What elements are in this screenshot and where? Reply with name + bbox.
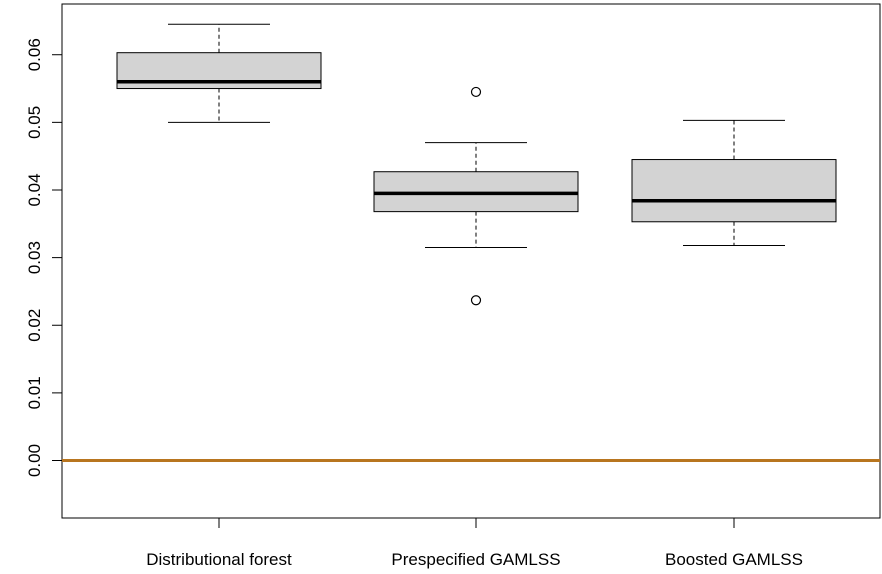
x-axis: Distributional forest Prespecified GAMLSS… — [146, 518, 803, 569]
x-category-label: Boosted GAMLSS — [665, 550, 803, 569]
box-1 — [116, 23, 322, 123]
x-category-label: Prespecified GAMLSS — [391, 550, 560, 569]
outlier-point — [470, 295, 482, 306]
iqr-box — [631, 159, 837, 223]
y-tick-label: 0.06 — [25, 38, 44, 71]
y-tick-label: 0.03 — [25, 241, 44, 274]
outlier-point — [470, 86, 482, 98]
y-tick-label: 0.04 — [25, 173, 44, 206]
y-tick-label: 0.05 — [25, 106, 44, 139]
x-category-label: Distributional forest — [146, 550, 292, 569]
y-tick-label: 0.01 — [25, 376, 44, 409]
box-series — [116, 23, 837, 306]
plot-frame — [61, 3, 881, 519]
box-3 — [631, 119, 837, 246]
y-tick-label: 0.00 — [25, 444, 44, 477]
y-axis: 0.00 0.01 0.02 0.03 0.04 0.05 0.06 — [25, 38, 62, 477]
y-tick-label: 0.02 — [25, 309, 44, 342]
box-2 — [373, 86, 579, 306]
